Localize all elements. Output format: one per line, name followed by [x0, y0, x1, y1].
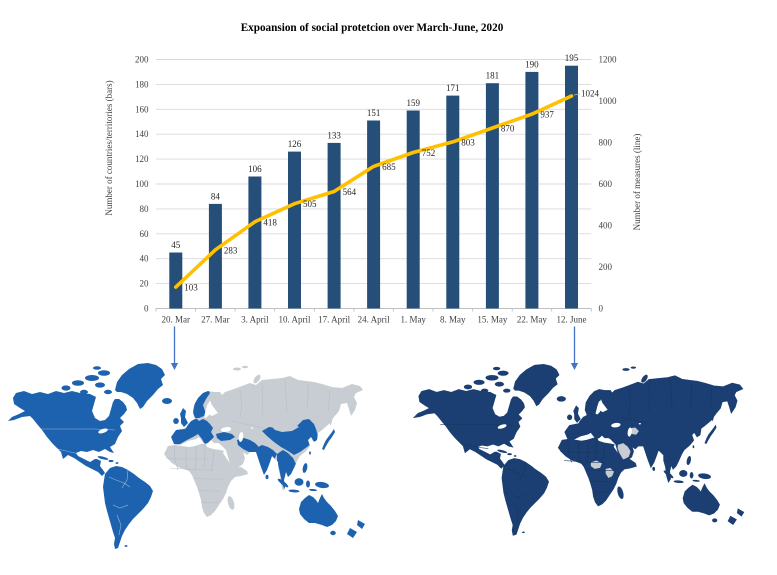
svg-text:17. April: 17. April — [318, 315, 351, 325]
svg-text:80: 80 — [140, 204, 150, 214]
svg-text:803: 803 — [461, 137, 475, 147]
svg-text:870: 870 — [501, 124, 515, 134]
svg-text:171: 171 — [446, 83, 460, 93]
svg-text:1024: 1024 — [581, 89, 600, 99]
svg-text:752: 752 — [422, 148, 436, 158]
svg-text:0: 0 — [144, 304, 149, 314]
svg-text:685: 685 — [382, 162, 396, 172]
svg-text:181: 181 — [486, 71, 500, 81]
svg-text:0: 0 — [599, 304, 604, 314]
svg-text:22. May: 22. May — [517, 315, 547, 325]
svg-text:151: 151 — [367, 108, 381, 118]
svg-text:190: 190 — [525, 59, 539, 69]
svg-text:159: 159 — [406, 98, 420, 108]
svg-text:200: 200 — [599, 262, 613, 272]
svg-text:15. May: 15. May — [477, 315, 507, 325]
svg-text:3. April: 3. April — [241, 315, 269, 325]
svg-text:195: 195 — [565, 53, 579, 63]
svg-text:800: 800 — [599, 138, 613, 148]
svg-text:24. April: 24. April — [358, 315, 391, 325]
svg-text:8. May: 8. May — [440, 315, 466, 325]
svg-text:180: 180 — [135, 79, 149, 89]
svg-text:1. May: 1. May — [400, 315, 426, 325]
svg-text:Expoansion of social protetcio: Expoansion of social protetcion over Mar… — [241, 22, 504, 34]
svg-text:10. April: 10. April — [278, 315, 311, 325]
svg-text:20. Mar: 20. Mar — [162, 315, 191, 325]
svg-text:505: 505 — [303, 199, 317, 209]
svg-text:1000: 1000 — [599, 96, 618, 106]
svg-text:100: 100 — [135, 179, 149, 189]
svg-text:106: 106 — [248, 164, 262, 174]
svg-text:400: 400 — [599, 221, 613, 231]
svg-text:60: 60 — [140, 229, 150, 239]
svg-text:140: 140 — [135, 129, 149, 139]
svg-text:160: 160 — [135, 104, 149, 114]
svg-text:Number of countries/territorie: Number of countries/territories (bars) — [104, 80, 114, 215]
svg-text:200: 200 — [135, 55, 149, 65]
svg-text:45: 45 — [171, 240, 181, 250]
svg-text:84: 84 — [211, 191, 221, 201]
svg-text:12. June: 12. June — [557, 315, 587, 325]
svg-text:283: 283 — [224, 245, 238, 255]
svg-text:564: 564 — [343, 187, 357, 197]
svg-text:Number of measures (line): Number of measures (line) — [632, 134, 642, 231]
svg-text:103: 103 — [184, 283, 198, 293]
svg-text:937: 937 — [540, 110, 554, 120]
svg-text:600: 600 — [599, 179, 613, 189]
svg-text:27. Mar: 27. Mar — [201, 315, 230, 325]
svg-text:418: 418 — [263, 217, 277, 227]
svg-text:1200: 1200 — [599, 55, 618, 65]
svg-text:126: 126 — [288, 139, 302, 149]
svg-text:133: 133 — [327, 130, 341, 140]
svg-text:120: 120 — [135, 154, 149, 164]
svg-text:40: 40 — [140, 254, 150, 264]
svg-text:20: 20 — [140, 279, 150, 289]
